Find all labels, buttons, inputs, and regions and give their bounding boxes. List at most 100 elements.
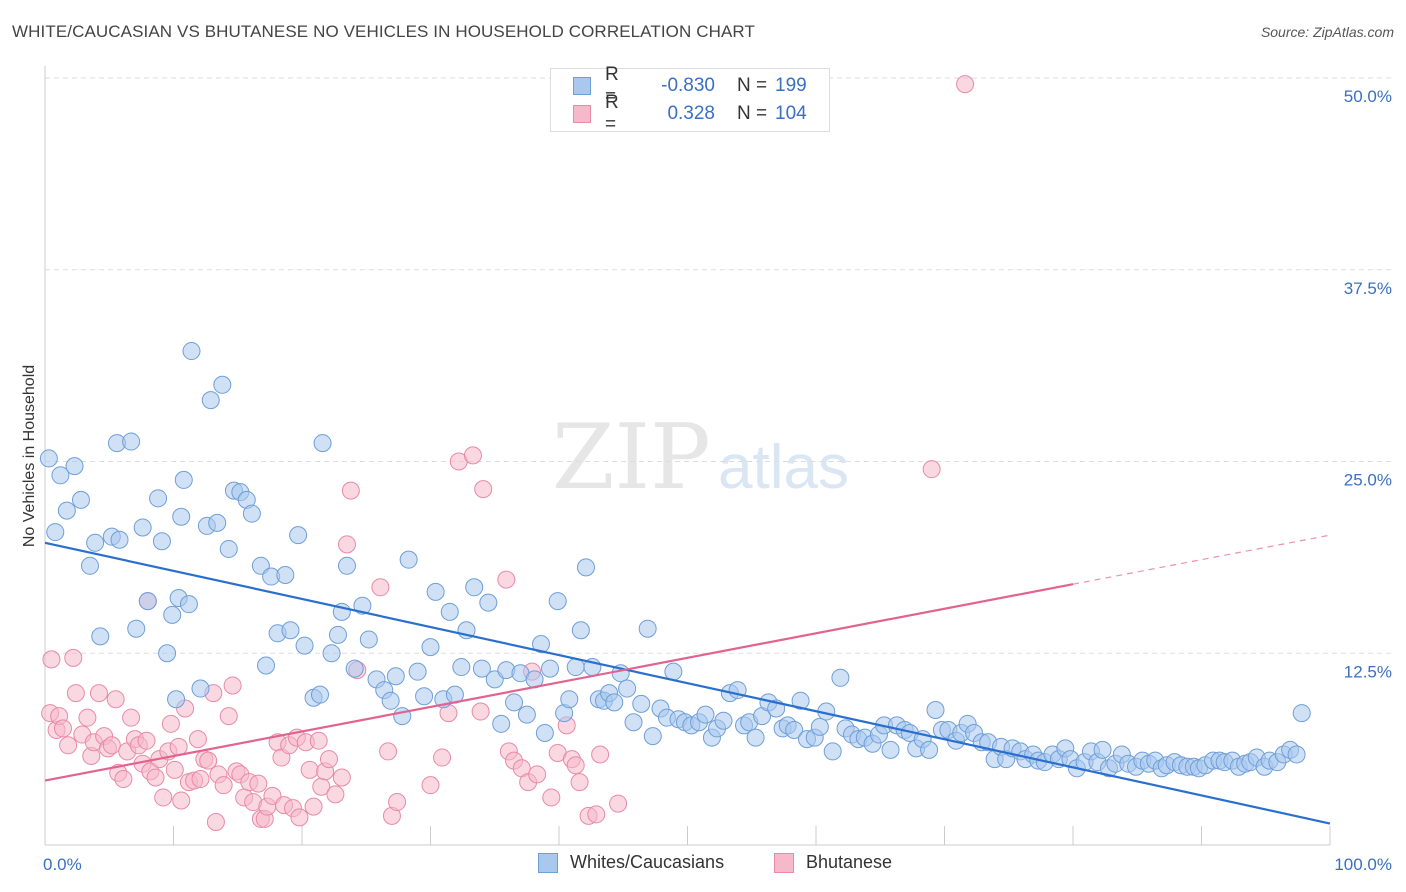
bhutanese-point bbox=[587, 805, 606, 824]
white-point bbox=[345, 659, 364, 678]
white-point bbox=[920, 740, 939, 759]
bhutanese-point bbox=[290, 808, 309, 827]
white-point bbox=[415, 687, 434, 706]
bhutanese-point bbox=[64, 648, 83, 667]
bhutanese-point bbox=[388, 793, 407, 812]
n-label: N = bbox=[737, 103, 768, 124]
watermark-zip: ZIP bbox=[552, 405, 711, 510]
white-point bbox=[174, 470, 193, 489]
bhutanese-point bbox=[956, 75, 975, 94]
series-legend: Whites/Caucasians Bhutanese bbox=[0, 852, 1406, 876]
white-point bbox=[831, 668, 850, 687]
bhutanese-point bbox=[214, 776, 233, 795]
white-point bbox=[122, 432, 141, 451]
bhutanese-point bbox=[319, 750, 338, 769]
white-point bbox=[408, 662, 427, 681]
white-point bbox=[80, 556, 99, 575]
bhutanese-point bbox=[337, 535, 356, 554]
n-label: N = bbox=[737, 75, 768, 96]
bhutanese-point bbox=[474, 480, 493, 499]
white-point bbox=[696, 705, 715, 724]
legend-item-bhutanese[interactable]: Bhutanese bbox=[774, 852, 892, 873]
white-point bbox=[242, 504, 261, 523]
white-point bbox=[71, 490, 90, 509]
legend-item-whites[interactable]: Whites/Caucasians bbox=[538, 852, 724, 873]
white-point bbox=[110, 530, 129, 549]
white-trend-line bbox=[44, 541, 1331, 825]
watermark-atlas: atlas bbox=[718, 433, 849, 502]
white-point bbox=[313, 434, 332, 453]
bhutanese-point bbox=[165, 760, 184, 779]
bhutanese-point bbox=[371, 578, 390, 597]
bhutanese-point bbox=[326, 785, 345, 804]
x-tick-label-max: 100.0% bbox=[1334, 855, 1392, 874]
white-point bbox=[149, 489, 168, 508]
white-point bbox=[479, 593, 498, 612]
white-point bbox=[881, 740, 900, 759]
x-tick-label-min: 0.0% bbox=[43, 855, 82, 874]
bhutanese-point bbox=[114, 770, 133, 789]
bhutanese-point bbox=[566, 756, 585, 775]
bhutanese-point bbox=[463, 446, 482, 465]
white-point bbox=[1292, 704, 1311, 723]
white-point bbox=[926, 701, 945, 720]
white-point bbox=[86, 533, 105, 552]
bhutanese-point bbox=[59, 736, 78, 755]
white-point bbox=[664, 662, 683, 681]
r-value: 0.328 bbox=[667, 103, 715, 124]
white-point bbox=[624, 713, 643, 732]
white-point bbox=[158, 644, 177, 663]
white-point bbox=[560, 690, 579, 709]
white-point bbox=[426, 582, 445, 601]
white-point bbox=[257, 656, 276, 675]
bhutanese-point bbox=[122, 708, 141, 727]
y-tick-label: 50.0% bbox=[1344, 87, 1392, 106]
bhutanese-point bbox=[528, 765, 547, 784]
white-point bbox=[51, 466, 70, 485]
white-point bbox=[191, 679, 210, 698]
white-point bbox=[421, 638, 440, 657]
bhutanese-point bbox=[154, 788, 173, 807]
bhutanese-point bbox=[379, 742, 398, 761]
stats-row-white: R = -0.830 N = 199 bbox=[573, 64, 807, 107]
bhutanese-point bbox=[161, 714, 180, 733]
chart-title: WHITE/CAUCASIAN VS BHUTANESE NO VEHICLES… bbox=[12, 22, 755, 41]
white-point bbox=[276, 566, 295, 585]
white-point bbox=[65, 457, 84, 476]
bhutanese-point bbox=[223, 676, 242, 695]
white-point bbox=[618, 679, 637, 698]
white-point bbox=[605, 693, 624, 712]
bhutanese-point bbox=[42, 650, 61, 669]
bhutanese-point bbox=[219, 707, 238, 726]
white-point bbox=[57, 501, 76, 520]
white-point bbox=[548, 592, 567, 611]
bhutanese-point bbox=[199, 751, 218, 770]
white-point bbox=[452, 658, 471, 677]
white-point bbox=[182, 342, 201, 361]
bhutanese-point bbox=[53, 719, 72, 738]
bhutanese-point bbox=[249, 774, 268, 793]
bhutanese-point bbox=[191, 770, 210, 789]
white-point bbox=[381, 691, 400, 710]
white-point bbox=[632, 694, 651, 713]
white-point bbox=[281, 621, 300, 640]
n-value: 199 bbox=[775, 75, 807, 96]
bhutanese-swatch bbox=[774, 852, 794, 873]
white-point bbox=[746, 728, 765, 747]
r-label: R = bbox=[605, 64, 619, 107]
white-swatch bbox=[538, 852, 558, 873]
white-point bbox=[472, 659, 491, 678]
bhutanese-point bbox=[497, 570, 516, 589]
white-point bbox=[179, 595, 198, 614]
stats-legend: R = -0.830 N = 199 R = 0.328 N = 104 bbox=[550, 64, 830, 135]
white-point bbox=[213, 375, 232, 394]
legend-label-whites: Whites/Caucasians bbox=[570, 852, 725, 872]
white-point bbox=[133, 518, 152, 537]
white-point bbox=[163, 605, 182, 624]
white-point bbox=[208, 513, 227, 532]
white-point bbox=[532, 635, 551, 654]
tick-labels: 12.5% 25.0% 37.5% 50.0% 0.0% 100.0% bbox=[43, 87, 1392, 874]
white-point bbox=[505, 693, 524, 712]
white-point bbox=[823, 742, 842, 761]
